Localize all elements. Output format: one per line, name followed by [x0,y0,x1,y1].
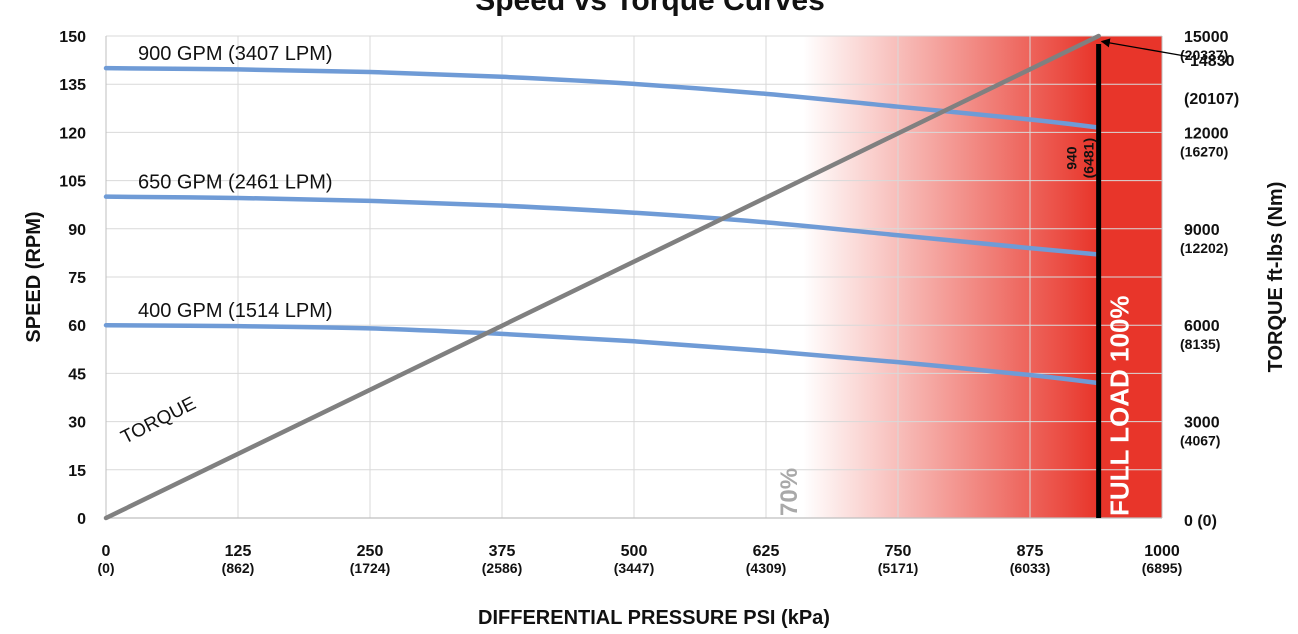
x-axis-ticks: 0(0) 125(862) 250(1724) 375(2586) 500(3447) 6… [97,543,1182,576]
y-tick-label-left: 120 [59,125,86,142]
y-tick-label-left: 75 [68,270,86,287]
x-tick-label: 625 [753,543,780,560]
plot-border [105,36,1163,519]
x-tick-sublabel: (6895) [1142,560,1182,576]
x-tick-sublabel: (0) [97,560,114,576]
y-tick-label-right: 15000 [1184,29,1229,46]
y-tick-label-right: 6000 [1184,318,1220,335]
pressure-at-full-load-kpa: (6481) [1081,138,1097,178]
y-tick-label-left: 0 [77,511,86,528]
speed-curve [103,322,1101,386]
y-axis-left-ticks: 0 15 30 45 60 75 90 105 120 135 150 [59,29,86,528]
torque-callout-value: 14830 [1190,53,1235,70]
x-tick-label: 125 [225,543,252,560]
y-tick-label-left: 135 [59,77,86,94]
y-axis-right-label: TORQUE ft-lbs (Nm) [1265,182,1287,373]
y-tick-label-left: 15 [68,463,86,480]
y-tick-sublabel-right: (12202) [1180,240,1228,256]
full-load-label: FULL LOAD 100% [1105,295,1135,516]
y-tick-label-right: 9000 [1184,222,1220,239]
series-label: TORQUE [118,393,200,448]
x-tick-label: 375 [489,543,516,560]
x-axis-label: DIFFERENTIAL PRESSURE PSI (kPa) [478,607,830,629]
chart-title: Speed vs Torque Curves [475,0,825,17]
y-tick-sublabel-right: (16270) [1180,143,1228,159]
y-axis-left-label: SPEED (RPM) [23,211,45,342]
x-tick-sublabel: (6033) [1010,560,1050,576]
seventy-percent-label: 70% [776,468,803,516]
x-tick-label: 500 [621,543,648,560]
x-tick-sublabel: (4309) [746,560,786,576]
torque-callout-nm: (20107) [1184,91,1239,108]
y-tick-label-right: 3000 [1184,415,1220,432]
x-tick-sublabel: (2586) [482,560,522,576]
y-tick-label-right: 0 (0) [1184,513,1217,530]
y-tick-label-left: 30 [68,415,86,432]
y-tick-label-left: 60 [68,318,86,335]
x-tick-sublabel: (1724) [350,560,390,576]
y-tick-sublabel-right: (8135) [1180,336,1220,352]
y-tick-label-left: 90 [68,222,86,239]
x-tick-label: 0 [102,543,111,560]
series-label: 400 GPM (1514 LPM) [138,300,333,322]
series-label: 900 GPM (3407 LPM) [138,43,333,65]
speed-curve [103,194,1101,257]
x-tick-label: 250 [357,543,384,560]
x-tick-label: 875 [1017,543,1044,560]
x-tick-sublabel: (862) [222,560,255,576]
series-label: 650 GPM (2461 LPM) [138,172,333,194]
speed-curve [103,65,1101,130]
y-tick-sublabel-right: (4067) [1180,433,1220,449]
y-axis-right-ticks: 0 (0) 3000(4067) 6000(8135) 9000(12202) 1200… [1180,29,1229,530]
series-lines: 900 GPM (3407 LPM) 650 GPM (2461 LPM) 400 … [103,33,1101,521]
y-tick-sublabel-right: (20337) [1180,47,1228,63]
torque-callout-arrow [1100,38,1191,58]
pressure-at-full-load-value: 940 [1064,146,1080,170]
y-tick-label-right: 12000 [1184,125,1229,142]
x-tick-label: 1000 [1144,543,1180,560]
y-tick-label-left: 150 [59,29,86,46]
x-tick-sublabel: (3447) [614,560,654,576]
x-tick-sublabel: (5171) [878,560,918,576]
torque-line [103,33,1101,521]
y-tick-label-left: 105 [59,174,86,191]
y-tick-label-left: 45 [68,366,86,383]
x-tick-label: 750 [885,543,912,560]
